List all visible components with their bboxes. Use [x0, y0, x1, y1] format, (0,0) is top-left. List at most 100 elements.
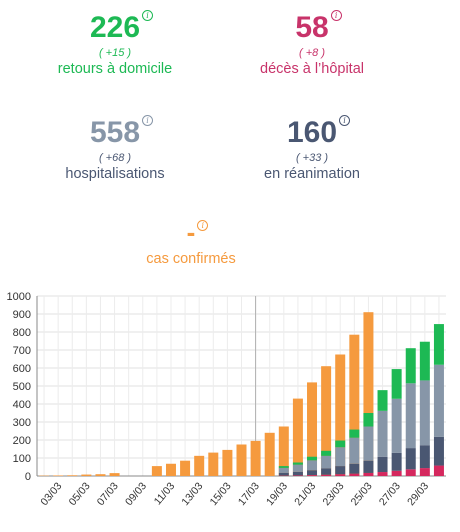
bar-stack-segment: [307, 456, 318, 461]
info-icon[interactable]: i: [330, 10, 342, 21]
deces-value: 58: [295, 11, 329, 44]
bar-cas: [109, 473, 120, 476]
bar-stack-segment: [278, 466, 289, 468]
y-tick-label: 200: [13, 435, 31, 447]
bar-stack-segment: [335, 466, 346, 475]
bar-stack-segment: [419, 468, 430, 476]
bar-cas: [180, 460, 191, 476]
x-tick-label: 13/03: [179, 480, 205, 508]
y-tick-label: 600: [13, 363, 31, 375]
bar-cas: [321, 366, 332, 476]
bar-stack-segment: [391, 398, 402, 453]
bar-cas: [222, 449, 233, 476]
x-tick-label: 05/03: [67, 480, 93, 508]
bar-cas: [264, 432, 275, 476]
hospitalisations-value: 558: [89, 116, 141, 149]
info-icon[interactable]: i: [142, 115, 154, 126]
retours-delta: ( +15 ): [98, 47, 132, 59]
bar-stack-segment: [377, 410, 388, 457]
x-tick-label: 07/03: [95, 480, 121, 508]
bar-stack-segment: [419, 380, 430, 446]
x-tick-label: 21/03: [292, 480, 318, 508]
x-tick-label: 23/03: [320, 480, 346, 508]
stat-retours: 226 i ( +15 ) retours à domicile: [0, 10, 230, 78]
bar-stack-segment: [321, 474, 332, 476]
deces-label: décès à l’hôpital: [260, 61, 364, 77]
info-icon[interactable]: i: [197, 220, 209, 231]
y-tick-label: 900: [13, 309, 31, 321]
x-tick-label: 03/03: [38, 480, 64, 508]
y-tick-label: 300: [13, 417, 31, 429]
bar-stack-segment: [278, 472, 289, 476]
bar-stack-segment: [335, 447, 346, 467]
bar-cas: [151, 466, 162, 476]
bar-stack-segment: [363, 472, 374, 476]
hospitalisations-delta: ( +68 ): [98, 152, 132, 164]
bar-cas: [292, 398, 303, 476]
y-tick-label: 800: [13, 327, 31, 339]
bar-stack-segment: [321, 450, 332, 456]
stat-reanimation: 160 i ( +33 ) en réanimation: [197, 115, 427, 183]
bar-cas: [194, 455, 205, 476]
deces-delta: ( +8 ): [299, 47, 325, 59]
x-tick-label: 11/03: [152, 480, 178, 507]
bar-stack-segment: [292, 462, 303, 465]
bar-stack-segment: [391, 369, 402, 399]
y-tick-label: 400: [13, 399, 31, 411]
bar-stack-segment: [349, 463, 360, 474]
bar-stack-segment: [405, 383, 416, 449]
bar-cas: [307, 382, 318, 476]
bar-stack-segment: [292, 475, 303, 476]
covid-chart: 0 100 200 300 400 500 600 700 800 900 1000 03/03 05/…: [7, 291, 446, 508]
bar-stack-segment: [391, 452, 402, 471]
cas-label: cas confirmés: [146, 251, 236, 267]
bar-stack-segment: [292, 464, 303, 472]
bar-stack-segment: [363, 460, 374, 473]
x-tick-label: 19/03: [264, 480, 290, 508]
bar-stack-segment: [433, 436, 444, 466]
y-tick-label: 700: [13, 345, 31, 357]
stat-hospitalisations: 558 i ( +68 ) hospitalisations: [0, 115, 230, 183]
info-icon[interactable]: i: [339, 115, 351, 126]
bar-stack-segment: [307, 475, 318, 476]
x-tick-label: 09/03: [123, 480, 149, 508]
y-tick-label: 1000: [7, 291, 31, 303]
bar-stack-segment: [433, 465, 444, 476]
cas-value: -: [186, 217, 196, 247]
x-tick-label: 29/03: [405, 480, 431, 508]
bar-cas: [81, 474, 92, 476]
y-tick-label: 100: [13, 453, 31, 465]
retours-label: retours à domicile: [57, 61, 173, 77]
bar-stack-segment: [433, 364, 444, 437]
x-tick-label: 25/03: [349, 480, 375, 508]
bar-stack-segment: [391, 470, 402, 476]
bar-stack-segment: [335, 474, 346, 476]
bar-stack-segment: [377, 456, 388, 473]
bar-stack-segment: [278, 467, 289, 473]
bar-cas: [250, 440, 261, 476]
reanimation-value: 160: [286, 116, 338, 149]
retours-value: 226: [89, 11, 141, 44]
bar-stack-segment: [433, 324, 444, 365]
bar-cas: [363, 312, 374, 476]
x-tick-label: 15/03: [208, 480, 234, 508]
bar-stack-segment: [363, 426, 374, 461]
bar-stack-segment: [349, 429, 360, 438]
bar-stack-segment: [292, 471, 303, 476]
bar-stack-segment: [405, 469, 416, 476]
bar-cas: [67, 475, 78, 476]
bar-stack-segment: [405, 448, 416, 470]
bar-stack-segment: [405, 348, 416, 384]
bar-stack-segment: [321, 455, 332, 469]
bar-cas: [165, 463, 176, 476]
info-icon[interactable]: i: [142, 10, 154, 21]
reanimation-label: en réanimation: [264, 166, 360, 182]
stat-cas: - i cas confirmés: [76, 216, 306, 268]
bar-stack-segment: [349, 437, 360, 464]
bar-cas: [95, 474, 106, 476]
bar-cas: [278, 426, 289, 476]
bar-stack-segment: [377, 472, 388, 476]
x-tick-label: 17/03: [236, 480, 262, 508]
bar-stack-segment: [335, 440, 346, 448]
x-tick-label: 27/03: [377, 480, 403, 508]
